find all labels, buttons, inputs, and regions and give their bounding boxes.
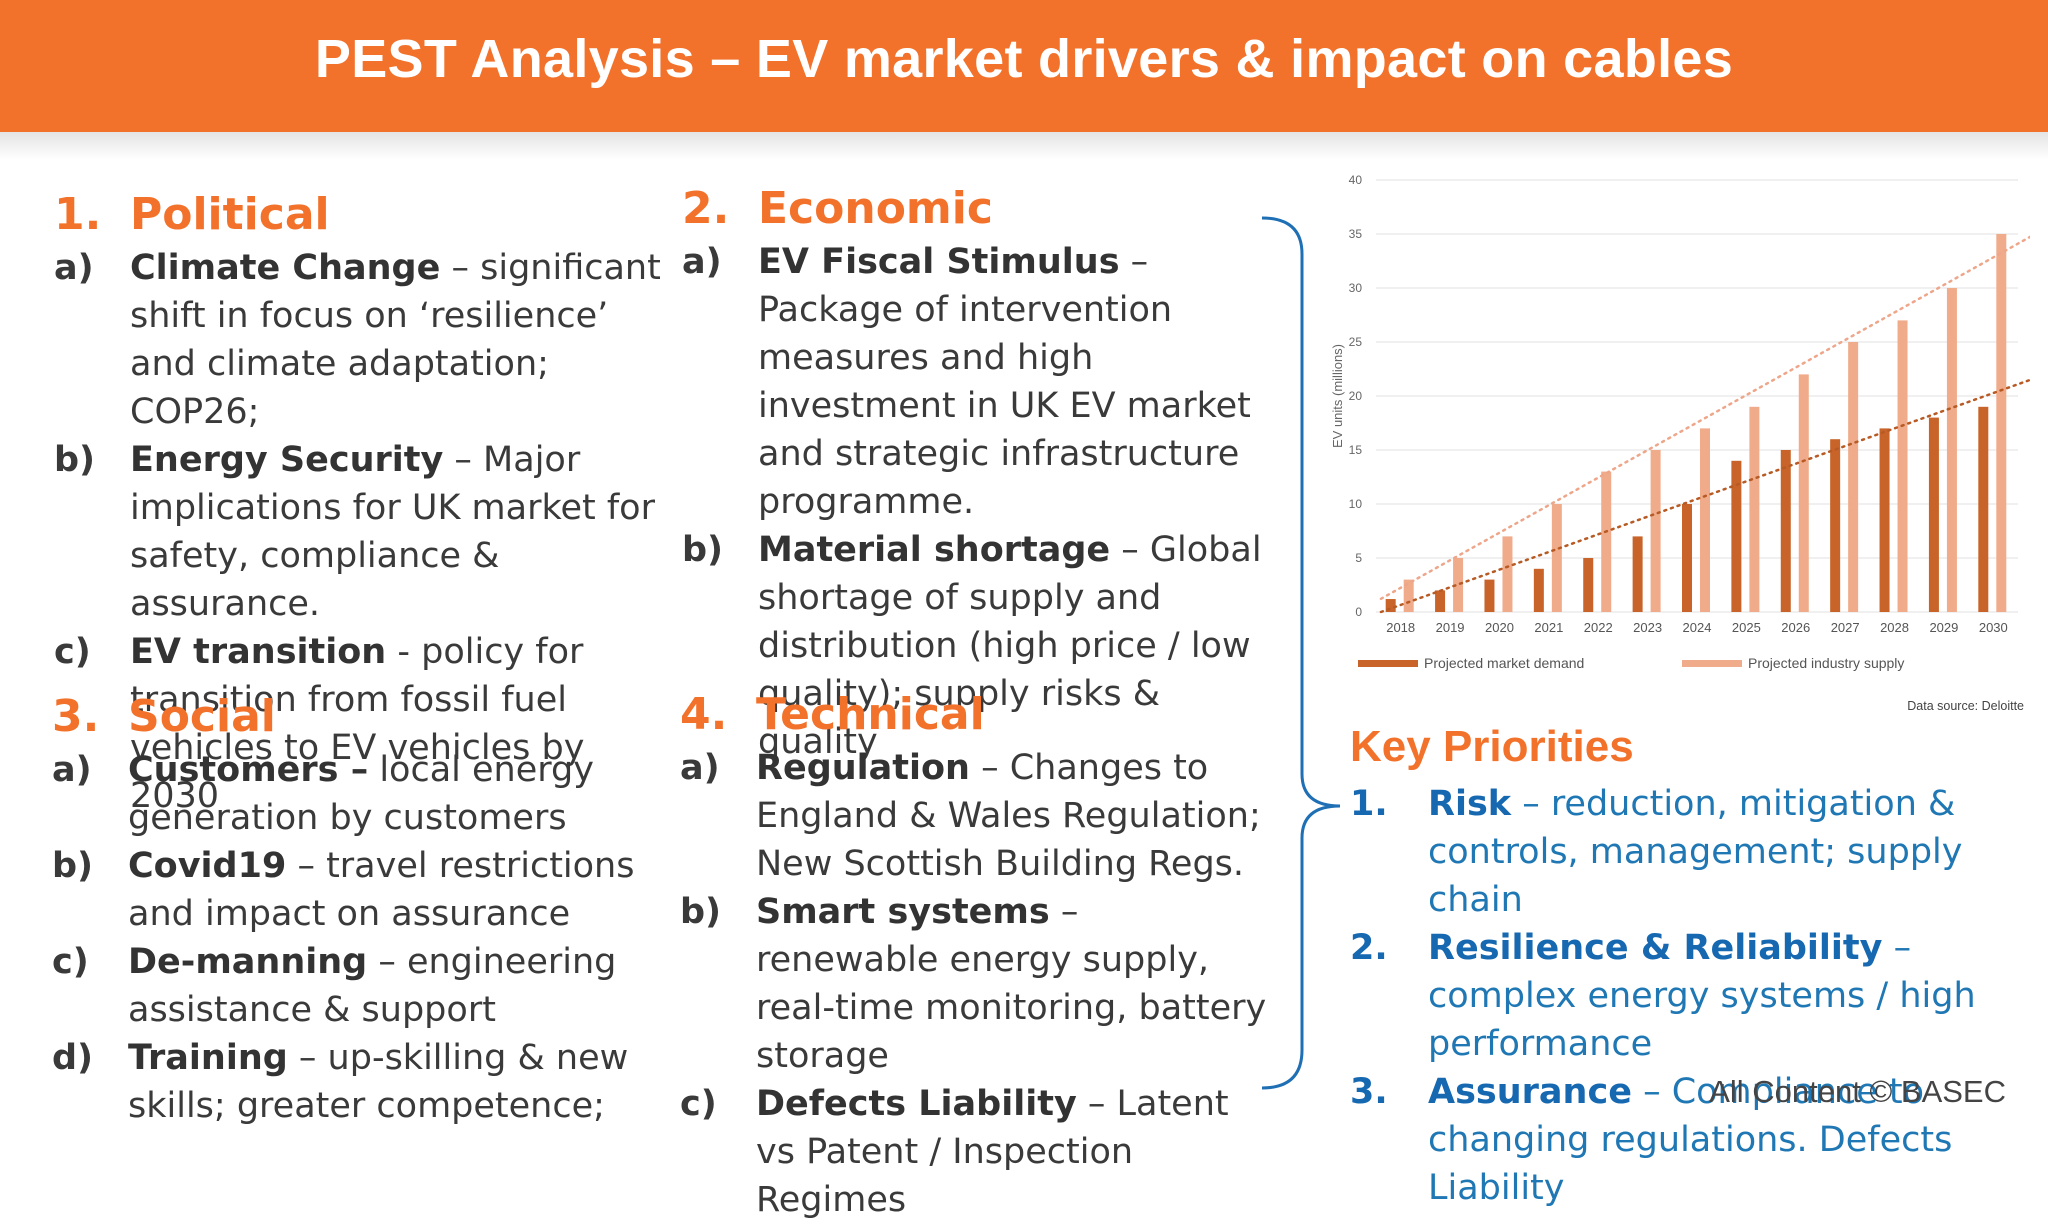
bar-demand (1830, 439, 1841, 612)
y-tick-label: 25 (1349, 335, 1363, 349)
bar-demand (1632, 536, 1643, 612)
bar-supply (1897, 320, 1908, 612)
social-heading: 3. Social (52, 691, 276, 742)
list-item: a) Customers – local energy generation b… (52, 750, 594, 838)
bar-supply (1798, 374, 1809, 612)
x-tick-label: 2027 (1831, 620, 1860, 635)
x-tick-label: 2022 (1584, 620, 1613, 635)
economic-list: a) EV Fiscal Stimulus – Package of inter… (682, 238, 1282, 766)
bar-supply (1700, 428, 1710, 612)
y-tick-label: 15 (1349, 443, 1363, 457)
bar-supply (1996, 234, 2007, 612)
y-tick-label: 0 (1355, 605, 1362, 619)
bar-supply (1946, 288, 1957, 612)
technical-list: a) Regulation – Changes to England & Wal… (680, 744, 1270, 1224)
bar-supply (1749, 406, 1760, 612)
bar-demand (1879, 428, 1890, 612)
legend-label: Projected market demand (1424, 655, 1584, 671)
economic-heading: 2. Economic (682, 183, 993, 234)
y-tick-label: 35 (1349, 227, 1363, 241)
x-tick-label: 2020 (1485, 620, 1514, 635)
section-technical: 4. Technical a) Regulation – Changes to … (680, 688, 1270, 1224)
list-item: a) Regulation – Changes to England & Wal… (680, 748, 1261, 884)
x-tick-label: 2026 (1781, 620, 1810, 635)
x-tick-label: 2021 (1534, 620, 1563, 635)
y-tick-label: 20 (1349, 389, 1363, 403)
bar-demand (1435, 590, 1446, 612)
bar-supply (1551, 504, 1562, 612)
x-tick-label: 2030 (1979, 620, 2008, 635)
bar-supply (1403, 579, 1414, 612)
bar-supply (1650, 450, 1661, 612)
ev-chart: 0 5 10 15 20 25 30 35 40 EV units (millions) 2018 2… (1318, 166, 2048, 718)
section-social: 3. Social a) Customers – local energy ge… (52, 690, 652, 1130)
key-priorities-list: 1. Risk – reduction, mitigation & contro… (1350, 780, 2040, 1212)
y-tick-label: 30 (1349, 281, 1363, 295)
section-political: 1. Political a) Climate Change – signifi… (54, 188, 684, 820)
y-tick-label: 40 (1349, 173, 1363, 187)
political-list: a) Climate Change – significant shift in… (54, 244, 684, 820)
page-title: PEST Analysis – EV market drivers & impa… (314, 29, 1734, 89)
list-item: a) EV Fiscal Stimulus – Package of inter… (682, 242, 1251, 522)
copyright-text: All Content © BASEC (1709, 1074, 2006, 1109)
bar-supply (1601, 471, 1612, 612)
political-heading: 1. Political (54, 189, 330, 240)
curly-brace (1262, 216, 1341, 1090)
title-banner: PEST Analysis – EV market drivers & impa… (0, 0, 2048, 132)
list-item: a) Climate Change – significant shift in… (54, 248, 661, 432)
bar-demand (1731, 460, 1742, 612)
data-source-label: Data source: Deloitte (1907, 699, 2024, 713)
bar-demand (1533, 568, 1544, 612)
x-tick-label: 2024 (1683, 620, 1712, 635)
social-list: a) Customers – local energy generation b… (52, 746, 652, 1130)
key-priorities-heading: Key Priorities (1350, 722, 1634, 771)
list-item: b) Material shortage – Global shortage o… (682, 530, 1262, 762)
trendline-supply (1379, 225, 2048, 601)
section-economic: 2. Economic a) EV Fiscal Stimulus – Pack… (682, 182, 1282, 766)
bar-supply (1848, 342, 1859, 612)
x-tick-label: 2029 (1929, 620, 1958, 635)
priority-item: 1. Risk – reduction, mitigation & contro… (1350, 784, 1963, 920)
x-tick-label: 2028 (1880, 620, 1909, 635)
list-item: c) Defects Liability – Latent vs Patent … (680, 1084, 1229, 1220)
bar-demand (1583, 558, 1594, 612)
bar-demand (1682, 504, 1692, 612)
y-tick-label: 10 (1349, 497, 1363, 511)
header-shadow (0, 132, 2048, 160)
list-item: b) Smart systems – renewable energy supp… (680, 892, 1267, 1076)
bar-demand (1385, 599, 1396, 612)
technical-heading: 4. Technical (680, 689, 985, 740)
y-tick-label: 5 (1355, 551, 1362, 565)
list-item: b) Covid19 – travel restrictions and imp… (52, 846, 635, 934)
bar-supply (1502, 536, 1513, 612)
y-axis-label: EV units (millions) (1330, 344, 1345, 448)
bar-demand (1484, 579, 1495, 612)
x-tick-label: 2018 (1386, 620, 1415, 635)
x-tick-label: 2019 (1436, 620, 1465, 635)
x-tick-label: 2025 (1732, 620, 1761, 635)
list-item: c) De-manning – engineering assistance &… (52, 942, 617, 1030)
priority-item: 2. Resilience & Reliability – complex en… (1350, 928, 1976, 1064)
bar-supply (1453, 558, 1464, 612)
list-item: d) Training – up-skilling & new skills; … (52, 1038, 629, 1126)
trendline-demand (1379, 372, 2048, 614)
legend-swatch (1682, 660, 1742, 667)
legend-swatch (1358, 660, 1418, 667)
legend-label: Projected industry supply (1748, 655, 1904, 671)
bar-demand (1780, 450, 1791, 612)
x-tick-label: 2023 (1633, 620, 1662, 635)
bar-demand (1978, 406, 1989, 612)
list-item: b) Energy Security – Major implications … (54, 440, 655, 624)
list-item: c) EV transition - policy for transition… (54, 632, 585, 816)
bar-demand (1928, 417, 1939, 612)
